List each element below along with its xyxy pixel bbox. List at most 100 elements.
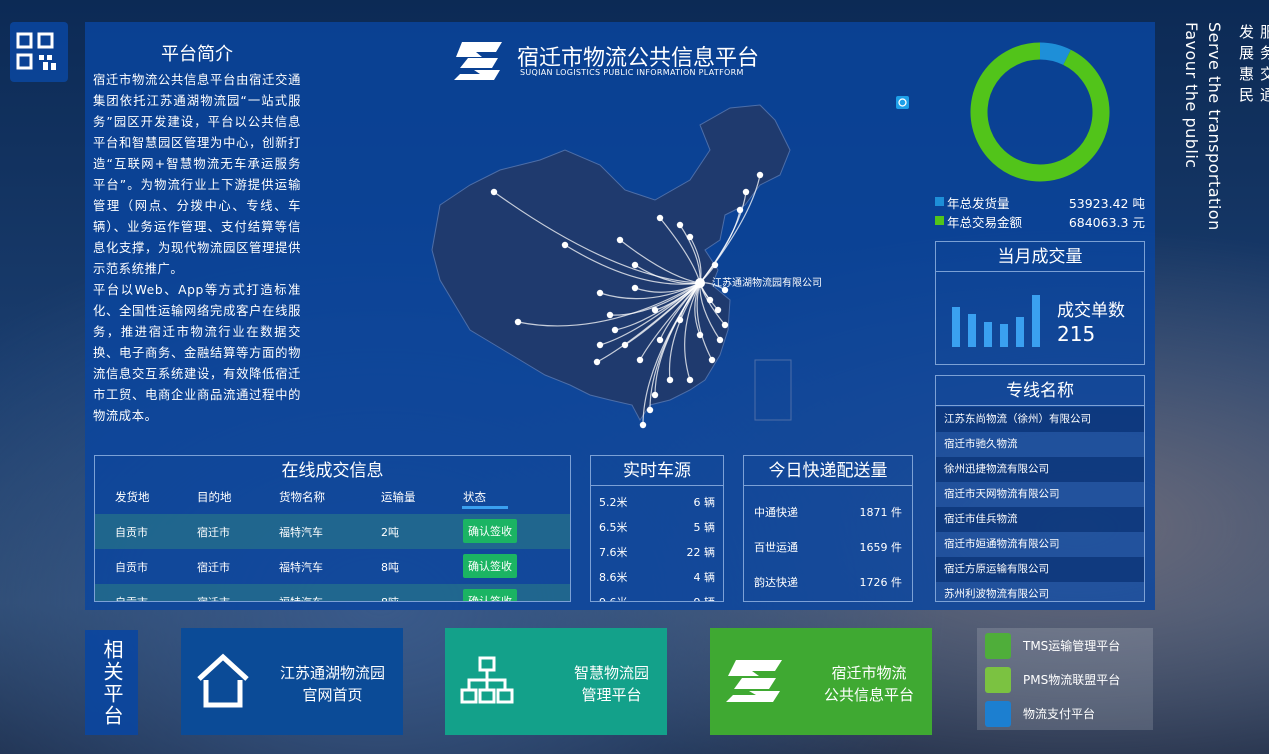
card-line: 宿迁市物流 — [831, 664, 907, 682]
order-cell: 2吨 — [381, 526, 399, 539]
legend-unit: 吨 — [1132, 196, 1145, 211]
orders-box: 在线成交信息 发货地 目的地 货物名称 运输量 状态 自贡市 宿迁市 福特汽车 2吨 确认签收 自贡… — [94, 455, 571, 602]
order-row: 自贡市 宿迁市 福特汽车 8吨 确认签收 — [95, 549, 570, 584]
route-dot — [686, 233, 694, 241]
card-text: 江苏通湖物流园 官网首页 — [280, 662, 385, 706]
monthly-label: 成交单数 — [1057, 301, 1125, 321]
link-text: TMS运输管理平台 — [1023, 639, 1121, 653]
route-dot — [651, 391, 659, 399]
column-header: 状态 — [463, 490, 486, 504]
order-cell: 8吨 — [381, 594, 399, 601]
platform-link[interactable]: PMS物流联盟平台 — [985, 667, 1120, 693]
refresh-button[interactable] — [896, 96, 909, 109]
order-cell: 福特汽车 — [279, 561, 323, 574]
express-box: 今日快递配送量 中通快递 1871 件百世运通 1659 件韵达快递 1726 件 — [743, 455, 913, 602]
legend-number: 53923.42 — [1068, 196, 1129, 211]
intro-paragraph: 平台以Web、App等方式打造标准化、全国性运输网络完成客户在线服务，推进宿迁市… — [93, 283, 301, 423]
header-subtitle: SUQIAN LOGISTICS PUBLIC INFORMATION PLAT… — [520, 68, 744, 77]
hub-label: 江苏通湖物流园有限公司 — [712, 276, 822, 289]
route-dot — [721, 286, 729, 294]
order-cell: 8吨 — [381, 561, 399, 574]
status-button[interactable]: 确认签收 — [463, 519, 517, 543]
express-count: 1659 件 — [859, 541, 903, 554]
route-dot — [621, 341, 629, 349]
platform-card[interactable]: 宿迁市物流 公共信息平台 — [710, 628, 932, 735]
order-cell: 宿迁市 — [197, 526, 230, 539]
legend-label: 年总交易金额 — [947, 215, 1023, 230]
summary-legend: 年总发货量 53923.42 吨年总交易金额 684063.3 元 — [935, 192, 1145, 230]
slogan-cn-line: 服务交通 — [1258, 24, 1269, 108]
orders-title: 在线成交信息 — [281, 461, 384, 481]
line-item: 宿迁市姮通物流有限公司 — [936, 532, 1144, 557]
vehicle-length: 7.6米 — [599, 546, 628, 559]
route-map: 江苏通湖物流园有限公司 — [431, 96, 909, 429]
legend-unit: 元 — [1132, 215, 1145, 230]
line-item: 宿迁市驰久物流 — [936, 432, 1144, 457]
express-name: 中通快递 — [754, 506, 798, 519]
donut-chart — [970, 42, 1110, 182]
map-inset — [754, 359, 792, 421]
route — [624, 282, 701, 346]
route-dot — [611, 326, 619, 334]
platform-card[interactable]: 智慧物流园 管理平台 — [445, 628, 667, 735]
express-count: 1871 件 — [859, 506, 903, 519]
route-dot — [651, 306, 659, 314]
vehicle-length: 9.6米 — [599, 594, 628, 601]
links-panel: TMS运输管理平台 PMS物流联盟平台 物流支付平台 — [977, 628, 1153, 730]
route — [699, 191, 747, 284]
bars-icon — [952, 295, 1040, 347]
org-icon — [460, 656, 514, 704]
column-header: 发货地 — [115, 490, 150, 504]
slogan-en: Serve the transportation Favour the publ… — [1180, 22, 1226, 231]
route-dot — [742, 188, 750, 196]
slogan-cn-line: 发展惠民 — [1237, 24, 1255, 108]
vehicle-length: 6.5米 — [599, 521, 628, 534]
route-dot — [716, 336, 724, 344]
route — [599, 282, 701, 346]
card-line: 官网首页 — [302, 686, 363, 704]
route — [684, 282, 701, 381]
vehicle-count: 22 辆 — [686, 546, 716, 559]
header-title: 宿迁市物流公共信息平台 — [517, 46, 760, 71]
route-dot — [561, 241, 569, 249]
legend-swatch — [935, 216, 944, 225]
route-dot — [596, 289, 604, 297]
legend-value: 684063.3 元 — [1069, 212, 1145, 231]
card-text: 宿迁市物流 公共信息平台 — [824, 662, 914, 706]
legend-swatch — [935, 197, 944, 206]
status-button[interactable]: 确认签收 — [463, 589, 517, 601]
line-item: 苏州利波物流有限公司 — [936, 582, 1144, 601]
vehicles-title: 实时车源 — [591, 456, 723, 486]
route — [609, 282, 701, 316]
routes — [490, 171, 764, 429]
donut-segment — [970, 42, 1110, 182]
route-dot — [636, 356, 644, 364]
route-dot — [756, 171, 764, 179]
route-dot — [666, 376, 674, 384]
legend-row: 年总发货量 53923.42 吨 — [935, 192, 1145, 211]
route-dot — [616, 236, 624, 244]
order-cell: 自贡市 — [115, 561, 148, 574]
express-name: 韵达快递 — [754, 576, 798, 589]
home-icon — [197, 653, 249, 708]
lines-box: 专线名称 江苏东尚物流（徐州）有限公司 宿迁市驰久物流 徐州迅捷物流有限公司 宿迁市天… — [935, 375, 1145, 602]
legend-row: 年总交易金额 684063.3 元 — [935, 211, 1145, 230]
express-name: 百世运通 — [754, 541, 798, 554]
legend-label: 年总发货量 — [947, 196, 1010, 211]
route — [517, 282, 701, 327]
platform-card[interactable]: 江苏通湖物流园 官网首页 — [181, 628, 403, 735]
platform-link[interactable]: 物流支付平台 — [985, 701, 1095, 727]
route-dot — [696, 331, 704, 339]
status-button[interactable]: 确认签收 — [463, 554, 517, 578]
route-dot — [606, 311, 614, 319]
card-text: 智慧物流园 管理平台 — [574, 662, 649, 706]
order-cell: 宿迁市 — [197, 561, 230, 574]
vehicle-count: 4 辆 — [693, 571, 716, 584]
column-header: 运输量 — [381, 490, 416, 504]
intro-paragraph: 宿迁市物流公共信息平台由宿迁交通集团依托江苏通湖物流园“一站式服务”园区开发建设… — [93, 73, 301, 276]
qr-button[interactable] — [10, 22, 68, 82]
vehicle-length: 5.2米 — [599, 496, 628, 509]
vehicle-count: 6 辆 — [693, 496, 716, 509]
platform-link[interactable]: TMS运输管理平台 — [985, 633, 1120, 659]
route-dot — [631, 261, 639, 269]
